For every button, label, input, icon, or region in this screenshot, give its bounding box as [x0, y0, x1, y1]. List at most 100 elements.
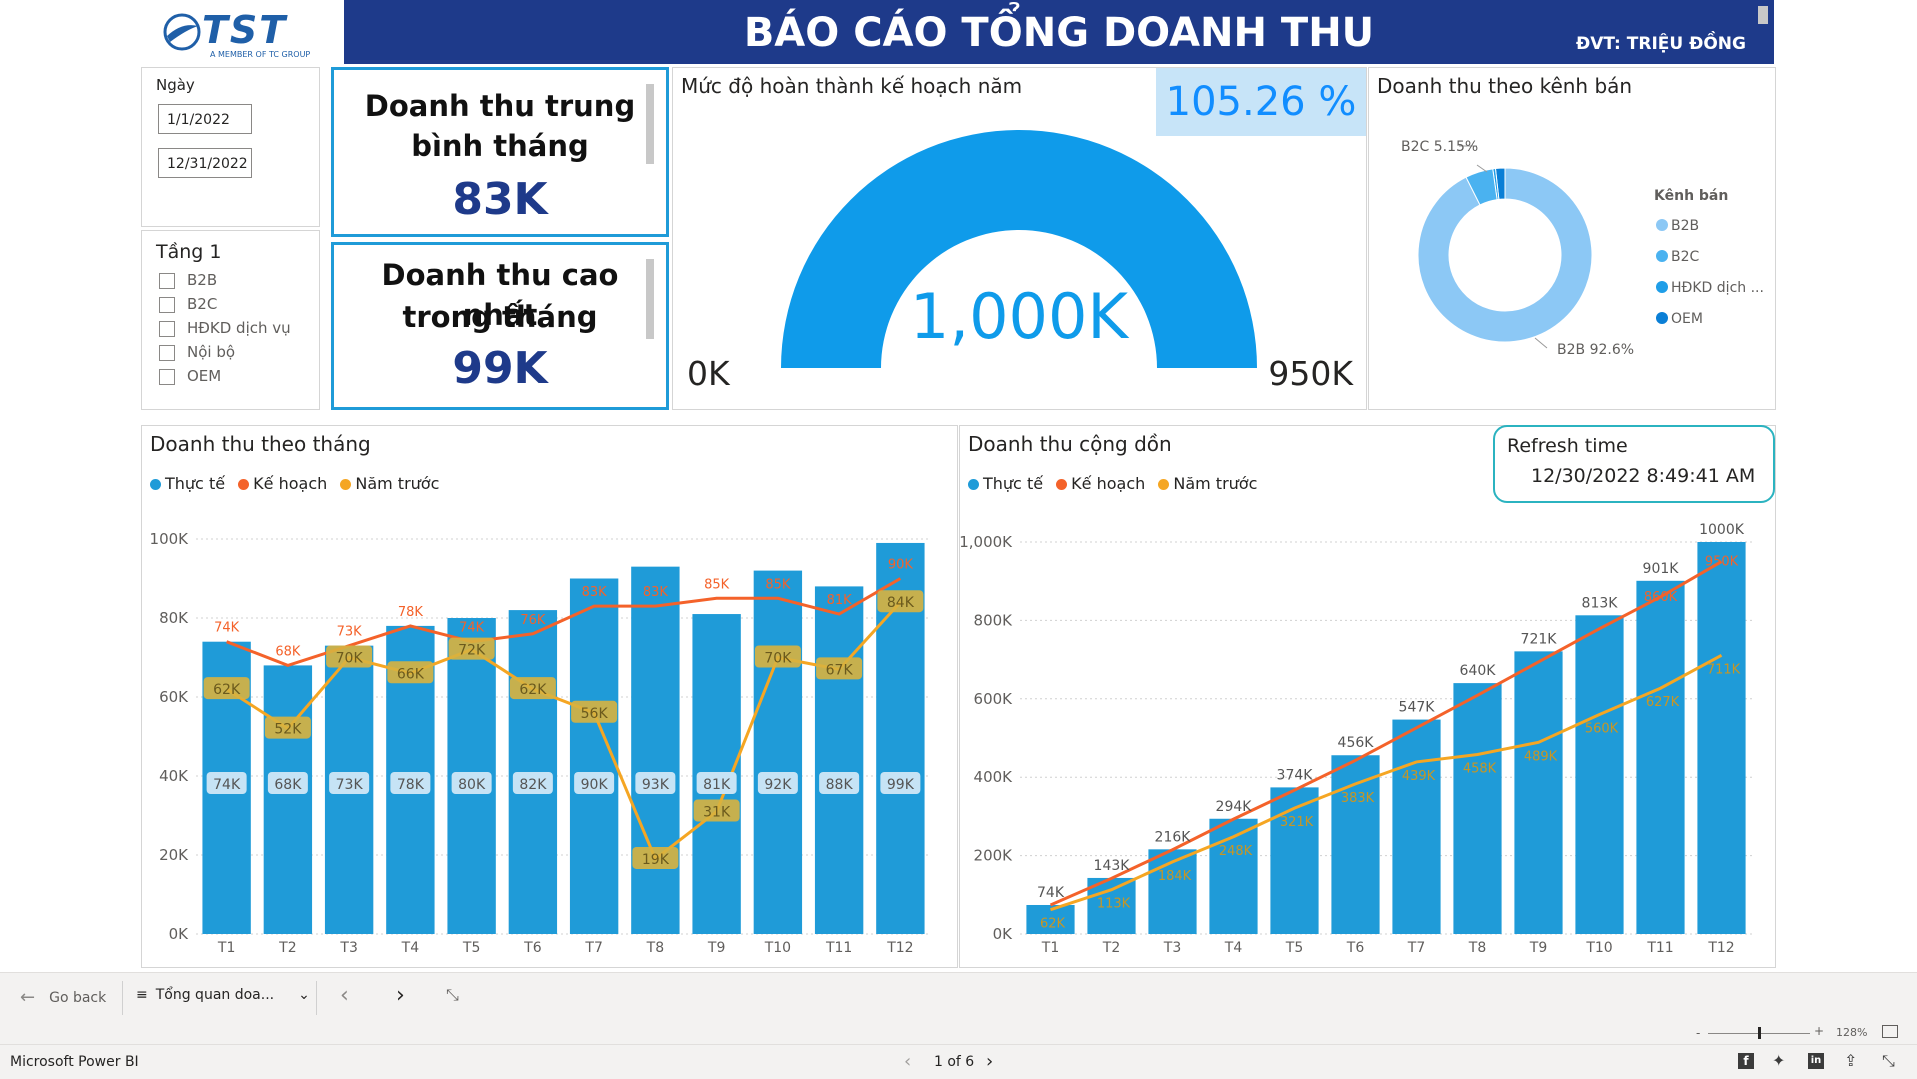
tier-option-noi-bo[interactable]: Nội bộ: [159, 341, 235, 363]
zoom-slider-handle[interactable]: [1758, 1027, 1761, 1039]
tier-option-b2b[interactable]: B2B: [159, 269, 217, 291]
prev-data-label: 72K: [458, 643, 486, 659]
checkbox-icon[interactable]: [159, 368, 175, 385]
x-tick-label: T1: [1041, 940, 1059, 956]
linkedin-icon[interactable]: in: [1808, 1053, 1824, 1069]
x-tick-label: T11: [1646, 940, 1673, 956]
prev-label-box: [326, 645, 373, 668]
channel-panel: Doanh thu theo kênh bán B2C 5.15% B2B 92.…: [1368, 67, 1776, 410]
end-date-input[interactable]: 12/31/2022: [158, 148, 252, 178]
x-tick-label: T1: [217, 940, 235, 956]
refresh-label: Refresh time: [1507, 435, 1628, 457]
donut-legend-item: B2C: [1671, 249, 1700, 265]
kpi-average-label-2: bình tháng: [411, 129, 589, 163]
checkbox-icon[interactable]: [159, 296, 175, 313]
x-tick-label: T7: [1407, 940, 1425, 956]
y-tick-label: 200K: [974, 847, 1014, 865]
share-icon[interactable]: ⇪: [1844, 1051, 1858, 1070]
bar-data-label: 81K: [703, 777, 731, 793]
bar-label-box: [329, 772, 370, 794]
twitter-icon[interactable]: ✦: [1772, 1051, 1786, 1070]
gauge-max-label: 950K: [1268, 354, 1354, 393]
prev-label-box: [203, 677, 250, 700]
kpi-scrollbar[interactable]: [646, 259, 654, 339]
checkbox-icon[interactable]: [159, 344, 175, 361]
x-tick-label: T6: [1346, 940, 1365, 956]
zoom-in-button[interactable]: +: [1814, 1024, 1825, 1038]
checkbox-icon[interactable]: [159, 272, 175, 289]
previous-report-page-button[interactable]: ‹: [904, 1051, 912, 1072]
bar-actual: [631, 566, 680, 934]
zoom-out-button[interactable]: -: [1696, 1026, 1701, 1040]
cumulative-chart-title: Doanh thu cộng dồn: [968, 432, 1172, 456]
prev-data-label: 113K: [1097, 897, 1131, 912]
x-tick-label: T5: [462, 940, 480, 956]
tier-option-hdkd[interactable]: HĐKD dịch vụ: [159, 317, 291, 339]
y-tick-label: 1,000K: [960, 533, 1013, 551]
donut-legend-item: HĐKD dịch ...: [1671, 280, 1764, 296]
fit-to-page-icon[interactable]: [1882, 1025, 1898, 1038]
prev-label-box: [264, 716, 311, 739]
cumulative-combo-chart: 0K 200K 400K 600K 800K 1,000K T1 T2 T3 T4 T5 T6 T7 T8…: [960, 522, 1752, 956]
prev-data-label: 70K: [764, 651, 792, 667]
channel-title: Doanh thu theo kênh bán: [1377, 74, 1633, 98]
prev-data-label: 248K: [1219, 844, 1253, 859]
y-tick-label: 800K: [974, 611, 1014, 629]
line-previous-year: [1050, 653, 1723, 912]
x-tick-label: T2: [1102, 940, 1120, 956]
status-bar: - + 128%: [0, 1022, 1917, 1044]
page-counter: 1 of 6: [934, 1054, 975, 1070]
exit-fullscreen-icon[interactable]: ⤡: [1882, 1051, 1895, 1070]
facebook-icon[interactable]: f: [1738, 1053, 1754, 1069]
gauge-min-label: 0K: [687, 354, 731, 393]
bar-label-box: [880, 772, 921, 794]
page-selector-dropdown[interactable]: ≡ Tổng quan doa... ⌄: [136, 987, 310, 1003]
collapse-icon: ⤡: [446, 985, 459, 1004]
bar-actual: [814, 586, 864, 934]
previous-page-button[interactable]: ‹: [340, 983, 349, 1008]
prev-data-label: 56K: [581, 706, 609, 722]
prev-label-box: [816, 657, 863, 680]
bar-data-label: 294K: [1216, 799, 1253, 815]
prev-data-label: 627K: [1646, 695, 1680, 710]
zoom-level: 128%: [1836, 1026, 1868, 1039]
y-tick-label: 60K: [159, 688, 189, 706]
prev-label-box: [448, 637, 495, 660]
start-date-input[interactable]: 1/1/2022: [158, 104, 252, 134]
kpi-max-label-1: Doanh thu cao nhất: [381, 258, 619, 332]
x-tick-label: T4: [1224, 940, 1243, 956]
go-back-button[interactable]: ← Go back: [20, 987, 106, 1008]
legend-actual: Thực tế: [983, 474, 1044, 493]
next-page-button[interactable]: ›: [396, 983, 405, 1008]
app-name: Microsoft Power BI: [10, 1054, 139, 1070]
monthly-chart-title: Doanh thu theo tháng: [150, 432, 371, 456]
tier-option-oem[interactable]: OEM: [159, 365, 221, 387]
logo-subtitle: A MEMBER OF TC GROUP: [210, 50, 311, 59]
list-icon: ≡: [136, 987, 148, 1003]
company-logo: TST A MEMBER OF TC GROUP: [160, 6, 340, 62]
tier-slicer: Tầng 1 B2B B2C HĐKD dịch vụ Nội bộ OEM: [141, 230, 320, 410]
prev-data-label: 66K: [397, 666, 425, 682]
kpi-scrollbar[interactable]: [646, 84, 654, 164]
plan-data-label: 78K: [398, 605, 424, 620]
prev-data-label: 62K: [1040, 917, 1066, 932]
x-tick-label: T3: [1163, 940, 1181, 956]
checkbox-icon[interactable]: [159, 320, 175, 337]
x-tick-label: T9: [707, 940, 725, 956]
bar-data-label: 640K: [1460, 663, 1497, 679]
tier-option-b2c[interactable]: B2C: [159, 293, 217, 315]
x-tick-label: T6: [523, 940, 542, 956]
x-tick-label: T10: [764, 940, 791, 956]
next-report-page-button[interactable]: ›: [986, 1051, 994, 1072]
cumulative-chart-panel: Doanh thu cộng dồn Thực tế Kế hoạch Năm …: [959, 425, 1776, 968]
divider: [316, 981, 317, 1015]
prev-data-label: 70K: [336, 651, 364, 667]
bar-label-box: [574, 772, 615, 794]
plan-data-label: 81K: [827, 593, 853, 608]
bar-actual: [1026, 904, 1075, 934]
collapse-button[interactable]: ⤡: [446, 985, 459, 1005]
monthly-chart-panel: Doanh thu theo tháng Thực tế Kế hoạch Nă…: [141, 425, 958, 968]
x-tick-label: T8: [646, 940, 664, 956]
y-tick-label: 20K: [159, 846, 189, 864]
scrollbar-thumb[interactable]: [1758, 6, 1768, 24]
